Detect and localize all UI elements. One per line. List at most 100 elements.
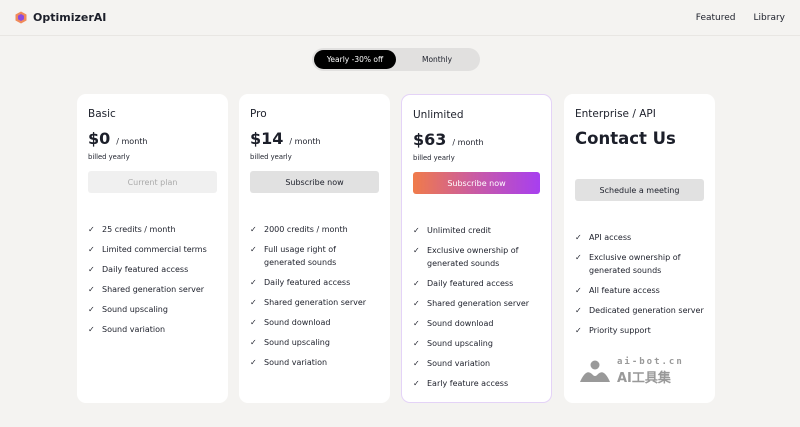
- current-plan-button[interactable]: Current plan: [88, 171, 217, 193]
- plan-name: Unlimited: [413, 109, 464, 121]
- feature-text: Early feature access: [427, 379, 509, 388]
- feature-item: ✓ Limited commercial terms: [88, 243, 217, 256]
- feature-item: ✓ Shared generation server: [413, 297, 540, 310]
- feature-list: ✓ API access ✓ Exclusive ownership of gener…: [575, 231, 704, 337]
- feature-item: ✓ Sound upscaling: [250, 336, 379, 349]
- schedule-a-meeting-button[interactable]: Schedule a meeting: [575, 179, 704, 201]
- feature-text: Full usage right of generated sounds: [264, 245, 337, 267]
- check-icon: ✓: [413, 246, 420, 255]
- plan-price: Contact Us: [575, 129, 676, 148]
- plan-price: $14 / month: [250, 129, 379, 151]
- feature-item: ✓ Shared generation server: [250, 296, 379, 309]
- check-icon: ✓: [250, 318, 257, 327]
- header: OptimizerAI Featured Library: [0, 0, 800, 36]
- feature-item: ✓ API access: [575, 231, 704, 244]
- check-icon: ✓: [575, 306, 582, 315]
- billing-note: billed yearly: [413, 154, 455, 162]
- nav-library[interactable]: Library: [753, 12, 785, 23]
- plan-name: Basic: [88, 108, 116, 120]
- check-icon: ✓: [413, 279, 420, 288]
- feature-text: API access: [589, 233, 632, 242]
- watermark: ai-bot.cn AI工具集: [578, 357, 684, 386]
- feature-text: Unlimited credit: [427, 226, 491, 235]
- check-icon: ✓: [88, 305, 95, 314]
- check-icon: ✓: [88, 285, 95, 294]
- feature-text: Shared generation server: [264, 298, 367, 307]
- plan-card-pro: Pro $14 / month billed yearly Subscribe now ✓…: [239, 94, 390, 403]
- feature-text: Limited commercial terms: [102, 245, 207, 254]
- check-icon: ✓: [413, 299, 420, 308]
- feature-item: ✓ 25 credits / month: [88, 223, 217, 236]
- feature-item: ✓ Sound variation: [88, 323, 217, 336]
- plan-card-basic: Basic $0 / month billed yearly Current plan ✓…: [77, 94, 228, 403]
- feature-text: Sound upscaling: [102, 305, 168, 314]
- feature-item: ✓ Priority support: [575, 324, 704, 337]
- plan-price: $63 / month: [413, 130, 540, 152]
- price-period: / month: [289, 137, 321, 146]
- feature-text: Shared generation server: [427, 299, 530, 308]
- billing-note: billed yearly: [250, 153, 292, 161]
- feature-list: ✓ 25 credits / month ✓ Limited commercial t…: [88, 223, 217, 336]
- check-icon: ✓: [413, 339, 420, 348]
- toggle-monthly[interactable]: Monthly: [421, 55, 453, 64]
- check-icon: ✓: [250, 225, 257, 234]
- check-icon: ✓: [413, 359, 420, 368]
- toggle-yearly[interactable]: Yearly -30% off: [314, 50, 396, 69]
- check-icon: ✓: [413, 226, 420, 235]
- brand-logo[interactable]: OptimizerAI: [15, 11, 106, 24]
- feature-item: ✓ All feature access: [575, 284, 704, 297]
- feature-item: ✓ Unlimited credit: [413, 224, 540, 237]
- feature-text: Exclusive ownership of generated sounds: [589, 253, 681, 275]
- feature-text: Sound download: [427, 319, 494, 328]
- feature-text: Daily featured access: [427, 279, 514, 288]
- check-icon: ✓: [250, 298, 257, 307]
- plan-name: Pro: [250, 108, 267, 120]
- feature-text: Dedicated generation server: [589, 306, 704, 315]
- watermark-text: AI工具集: [617, 371, 671, 386]
- check-icon: ✓: [88, 265, 95, 274]
- feature-item: ✓ Daily featured access: [413, 277, 540, 290]
- check-icon: ✓: [575, 326, 582, 335]
- feature-item: ✓ Sound upscaling: [88, 303, 217, 316]
- feature-item: ✓ Sound download: [250, 316, 379, 329]
- check-icon: ✓: [575, 253, 582, 262]
- feature-item: ✓ Dedicated generation server: [575, 304, 704, 317]
- check-icon: ✓: [88, 245, 95, 254]
- check-icon: ✓: [250, 245, 257, 254]
- feature-text: Daily featured access: [102, 265, 189, 274]
- feature-item: ✓ Full usage right of generated sounds: [250, 243, 379, 269]
- feature-text: 25 credits / month: [102, 225, 176, 234]
- check-icon: ✓: [413, 319, 420, 328]
- price-period: / month: [452, 138, 484, 147]
- billing-toggle: Yearly -30% off Monthly: [312, 48, 480, 71]
- feature-text: Sound variation: [102, 325, 166, 334]
- check-icon: ✓: [250, 358, 257, 367]
- feature-text: Sound upscaling: [427, 339, 493, 348]
- check-icon: ✓: [575, 233, 582, 242]
- feature-item: ✓ Shared generation server: [88, 283, 217, 296]
- subscribe-now-button[interactable]: Subscribe now: [413, 172, 540, 194]
- feature-item: ✓ Daily featured access: [250, 276, 379, 289]
- feature-text: Priority support: [589, 326, 651, 335]
- feature-text: All feature access: [589, 286, 660, 295]
- feature-text: Sound upscaling: [264, 338, 330, 347]
- nav-featured[interactable]: Featured: [695, 12, 736, 23]
- feature-list: ✓ Unlimited credit ✓ Exclusive ownership of…: [413, 224, 540, 390]
- feature-text: Exclusive ownership of generated sounds: [427, 246, 519, 268]
- feature-item: ✓ 2000 credits / month: [250, 223, 379, 236]
- feature-item: ✓ Daily featured access: [88, 263, 217, 276]
- check-icon: ✓: [250, 278, 257, 287]
- check-icon: ✓: [250, 338, 257, 347]
- billing-note: billed yearly: [88, 153, 130, 161]
- check-icon: ✓: [575, 286, 582, 295]
- plan-card-enterprise: Enterprise / API Contact Us Schedule a mee…: [564, 94, 715, 403]
- feature-item: ✓ Sound upscaling: [413, 337, 540, 350]
- check-icon: ✓: [88, 325, 95, 334]
- feature-text: Sound variation: [427, 359, 491, 368]
- plan-name: Enterprise / API: [575, 108, 656, 120]
- feature-item: ✓ Early feature access: [413, 377, 540, 390]
- plan-price: $0 / month: [88, 129, 217, 151]
- subscribe-now-button[interactable]: Subscribe now: [250, 171, 379, 193]
- watermark-logo-icon: [580, 360, 610, 382]
- feature-text: 2000 credits / month: [264, 225, 348, 234]
